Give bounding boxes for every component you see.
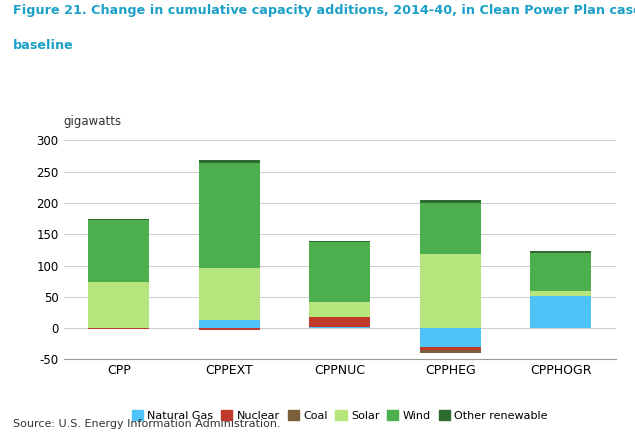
Bar	[309, 242, 370, 302]
Bar	[309, 302, 370, 317]
Bar	[530, 253, 591, 291]
Bar	[420, 203, 481, 254]
Bar	[420, 347, 481, 350]
Bar	[420, 350, 481, 353]
Bar	[88, 219, 149, 220]
Text: Figure 21. Change in cumulative capacity additions, 2014-40, in Clean Power Plan: Figure 21. Change in cumulative capacity…	[13, 4, 635, 17]
Bar	[199, 328, 260, 330]
Bar	[420, 328, 481, 347]
Bar	[199, 320, 260, 328]
Bar	[530, 251, 591, 253]
Bar	[420, 254, 481, 328]
Bar	[309, 241, 370, 242]
Bar	[88, 220, 149, 282]
Bar	[309, 327, 370, 328]
Bar	[420, 200, 481, 203]
Text: baseline: baseline	[13, 39, 74, 52]
Bar	[88, 328, 149, 330]
Bar	[199, 268, 260, 320]
Bar	[530, 291, 591, 296]
Bar	[530, 296, 591, 328]
Bar	[199, 163, 260, 268]
Bar	[199, 160, 260, 163]
Legend: Natural Gas, Nuclear, Coal, Solar, Wind, Other renewable: Natural Gas, Nuclear, Coal, Solar, Wind,…	[127, 405, 552, 425]
Text: Source: U.S. Energy Information Administration.: Source: U.S. Energy Information Administ…	[13, 419, 280, 429]
Text: gigawatts: gigawatts	[64, 115, 122, 128]
Bar	[88, 282, 149, 328]
Bar	[309, 317, 370, 327]
